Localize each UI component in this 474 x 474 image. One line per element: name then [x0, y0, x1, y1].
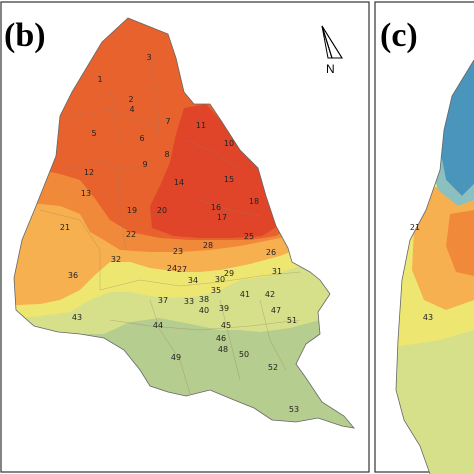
subbasin-label-5: 5 [91, 129, 96, 138]
zone-c-light-orange [412, 180, 474, 310]
subbasin-label-38: 38 [199, 295, 209, 304]
panel-b-basin-outline [13, 17, 355, 429]
subbasin-label-15: 15 [224, 175, 234, 184]
subbasin-label-22: 22 [126, 230, 136, 239]
panel-c-basin-outline [395, 59, 474, 474]
subbasin-label-4: 4 [129, 105, 134, 114]
subbasin-label-42: 42 [265, 290, 275, 299]
panel-c-subbasin-label-21: 21 [410, 223, 420, 232]
zone-c-light-blue [432, 150, 474, 206]
subbasin-label-26: 26 [266, 248, 276, 257]
subbasin-label-10: 10 [224, 139, 234, 148]
subbasin-label-49: 49 [171, 353, 181, 362]
subbasin-label-7: 7 [165, 117, 170, 126]
north-label: N [326, 62, 335, 76]
subbasin-label-31: 31 [272, 267, 282, 276]
subbasin-label-36: 36 [68, 271, 78, 280]
subbasin-label-39: 39 [219, 304, 229, 313]
subbasin-label-34: 34 [188, 276, 198, 285]
subbasin-label-40: 40 [199, 306, 209, 315]
subbasin-label-33: 33 [184, 297, 194, 306]
subbasin-label-53: 53 [289, 405, 299, 414]
subbasin-label-13: 13 [81, 189, 91, 198]
subbasin-label-28: 28 [203, 241, 213, 250]
subbasin-label-12: 12 [84, 168, 94, 177]
subbasin-label-35: 35 [211, 286, 221, 295]
subbasin-label-21: 21 [60, 223, 70, 232]
subbasin-label-9: 9 [142, 160, 147, 169]
panel-c-subbasin-label-43: 43 [423, 313, 433, 322]
subbasin-label-52: 52 [268, 363, 278, 372]
subbasin-label-23: 23 [173, 247, 183, 256]
subbasin-label-30: 30 [215, 275, 225, 284]
subbasin-label-44: 44 [153, 321, 163, 330]
subbasin-label-50: 50 [239, 350, 249, 359]
panel-c-subbasin-labels: 21 43 [410, 223, 433, 322]
subbasin-label-6: 6 [139, 134, 144, 143]
subbasin-label-2: 2 [128, 95, 133, 104]
subbasin-label-48: 48 [218, 345, 228, 354]
subbasin-label-8: 8 [164, 150, 169, 159]
subbasin-label-16: 16 [211, 203, 221, 212]
subbasin-label-17: 17 [217, 213, 227, 222]
subbasin-label-1: 1 [97, 75, 102, 84]
subbasin-label-20: 20 [157, 206, 167, 215]
zone-c-orange [446, 210, 474, 276]
subbasin-boundaries [39, 59, 301, 395]
subbasin-label-24: 24 [167, 264, 177, 273]
subbasin-label-41: 41 [240, 290, 250, 299]
panel-c-label: (c) [380, 17, 418, 54]
subbasin-label-51: 51 [287, 316, 297, 325]
subbasin-label-14: 14 [174, 178, 184, 187]
subbasin-label-27: 27 [177, 265, 187, 274]
subbasin-label-19: 19 [127, 206, 137, 215]
subbasin-label-45: 45 [221, 321, 231, 330]
zone-c-blue [396, 60, 474, 196]
subbasin-label-46: 46 [216, 334, 226, 343]
north-arrow-icon: N [321, 25, 343, 76]
subbasin-label-37: 37 [158, 296, 168, 305]
subbasin-label-47: 47 [271, 306, 281, 315]
subbasin-label-11: 11 [196, 121, 206, 130]
subbasin-label-32: 32 [111, 255, 121, 264]
subbasin-label-43: 43 [72, 313, 82, 322]
subbasin-label-29: 29 [224, 269, 234, 278]
panel-b-label: (b) [4, 17, 46, 54]
zone-dark-red [150, 104, 278, 238]
subbasin-label-25: 25 [244, 232, 254, 241]
subbasin-label-3: 3 [146, 53, 151, 62]
subbasin-label-18: 18 [249, 197, 259, 206]
